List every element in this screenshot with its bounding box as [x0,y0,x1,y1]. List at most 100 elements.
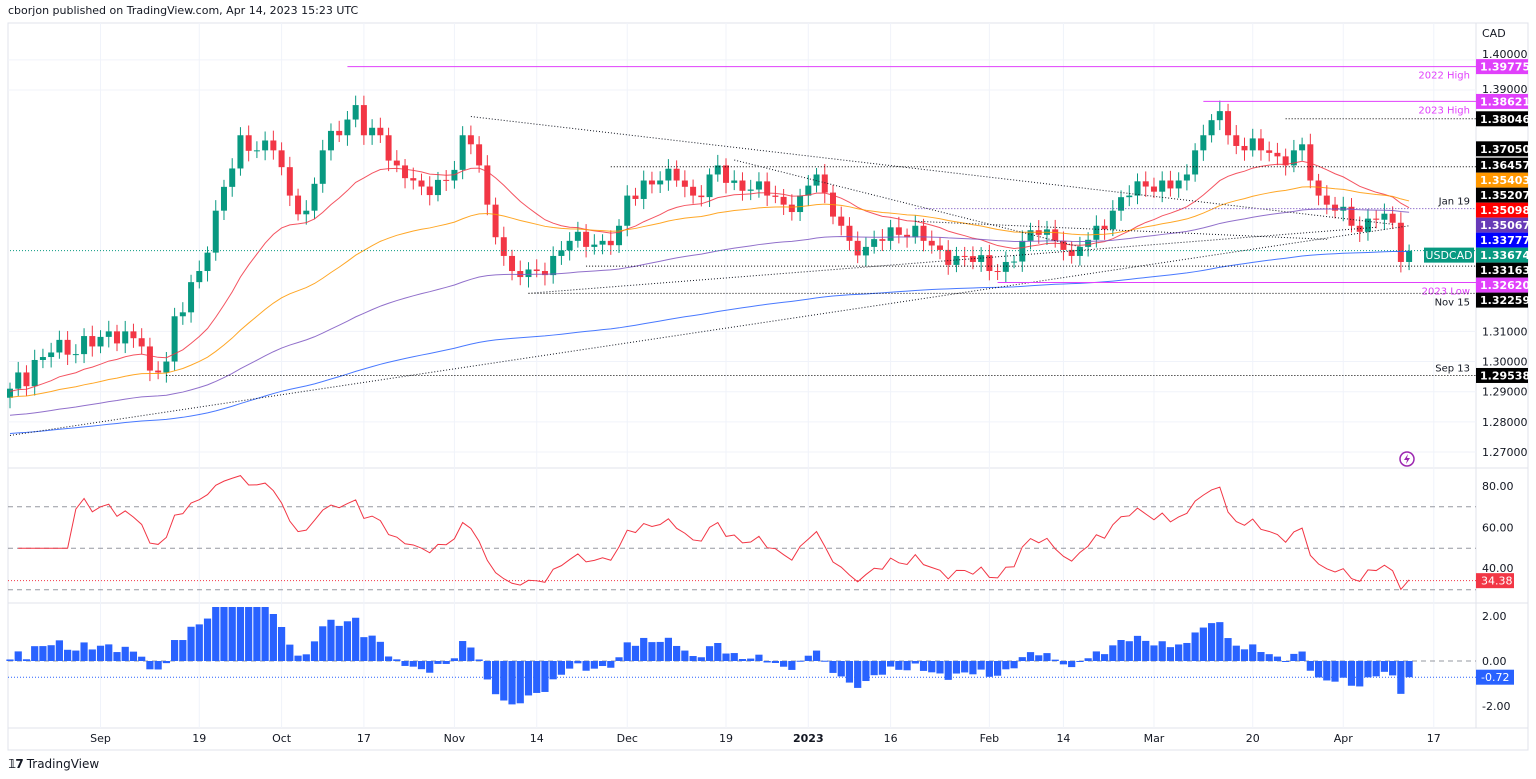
tradingview-footer[interactable]: 𝟙7 TradingView [8,757,99,771]
candle[interactable] [574,221,581,248]
candle[interactable] [385,127,392,172]
candle[interactable] [39,348,46,369]
candle[interactable] [402,159,409,189]
candle[interactable] [1364,209,1371,241]
candle[interactable] [558,241,565,265]
candle[interactable] [1381,203,1388,231]
candle[interactable] [467,125,474,155]
candle[interactable] [336,120,343,143]
candle[interactable] [434,171,441,202]
candle[interactable] [657,171,664,193]
candle[interactable] [1274,142,1281,166]
candle[interactable] [1290,139,1297,173]
candle[interactable] [48,342,55,368]
candle[interactable] [484,155,491,216]
candle[interactable] [352,95,359,128]
candle[interactable] [994,264,1001,281]
candle[interactable] [747,179,754,201]
candle[interactable] [443,170,450,191]
candle[interactable] [97,330,104,354]
candle[interactable] [871,230,878,254]
candle[interactable] [1109,200,1116,237]
candle[interactable] [780,188,787,215]
candle[interactable] [1299,137,1306,161]
candle[interactable] [673,160,680,187]
candle[interactable] [286,156,293,207]
candle[interactable] [319,139,326,193]
candle[interactable] [805,175,812,206]
candle[interactable] [887,219,894,250]
candle[interactable] [1282,148,1289,176]
candle[interactable] [303,200,310,225]
candle[interactable] [665,159,672,191]
candle[interactable] [936,237,943,260]
candle[interactable] [130,323,137,348]
candle[interactable] [1225,103,1232,145]
candle[interactable] [1002,251,1009,283]
candle[interactable] [270,130,277,160]
candle[interactable] [755,172,762,198]
candle[interactable] [1159,171,1166,203]
candle[interactable] [912,215,919,244]
candle[interactable] [1183,164,1190,191]
candle[interactable] [81,328,88,364]
candle[interactable] [739,172,746,201]
candle[interactable] [1257,129,1264,161]
candle[interactable] [764,172,771,207]
candle[interactable] [640,170,647,210]
candle[interactable] [1134,173,1141,205]
candle[interactable] [1307,133,1314,189]
candle[interactable] [64,331,71,365]
candle[interactable] [509,249,516,281]
candle[interactable] [632,187,639,206]
candle[interactable] [72,344,79,364]
candle[interactable] [1266,141,1273,162]
candle[interactable] [15,361,22,396]
candle[interactable] [969,246,976,270]
candle[interactable] [476,136,483,173]
candle[interactable] [418,173,425,196]
candle[interactable] [245,125,252,162]
candle[interactable] [7,382,13,409]
candle[interactable] [377,117,384,143]
candle[interactable] [846,217,853,251]
candle[interactable] [698,185,705,207]
candle[interactable] [714,154,721,182]
candle[interactable] [821,164,828,204]
candle[interactable] [492,197,499,245]
candle[interactable] [838,206,845,236]
candle[interactable] [369,119,376,145]
candle[interactable] [1093,215,1100,248]
candle[interactable] [517,260,524,286]
candle[interactable] [895,216,902,244]
candle[interactable] [624,185,631,237]
candle[interactable] [56,330,63,359]
candle[interactable] [1019,230,1026,272]
candle[interactable] [681,170,688,198]
candle[interactable] [1150,177,1157,198]
candle[interactable] [854,231,861,264]
candle[interactable] [1389,206,1396,230]
candle[interactable] [1233,125,1240,155]
candle[interactable] [105,320,112,348]
candle[interactable] [1315,173,1322,206]
candle[interactable] [146,337,153,382]
candle[interactable] [1167,170,1174,197]
candle[interactable] [616,219,623,253]
candle[interactable] [1373,210,1380,229]
candle[interactable] [1200,124,1207,161]
candle[interactable] [945,240,952,275]
candle[interactable] [426,176,433,206]
candle[interactable] [591,234,598,255]
candle[interactable] [410,167,417,190]
candle[interactable] [1397,212,1404,273]
candle[interactable] [89,325,96,357]
candle[interactable] [550,246,557,284]
candle[interactable] [1249,128,1256,157]
candle[interactable] [1118,190,1125,221]
candle[interactable] [904,228,911,248]
candle[interactable] [1126,185,1133,207]
candle[interactable] [212,200,219,261]
candle[interactable] [1192,143,1199,182]
candle[interactable] [155,361,162,380]
